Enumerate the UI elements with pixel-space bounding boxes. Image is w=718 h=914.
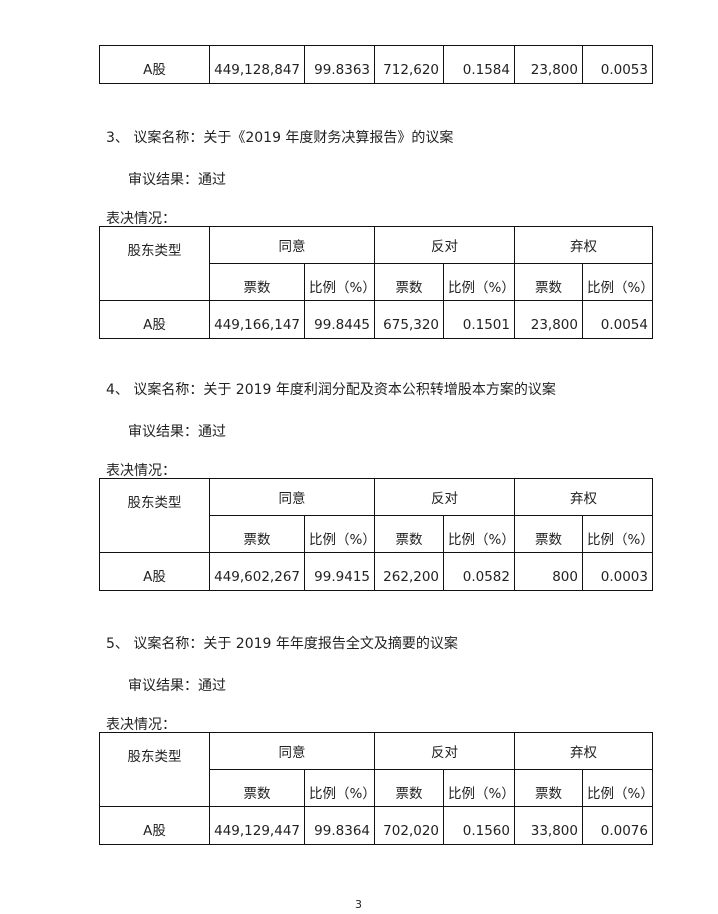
table-subheader-row: 票数 比例（%） 票数 比例（%） 票数 比例（%） (100, 263, 654, 301)
ratio-header: 比例（%） (304, 515, 376, 553)
against-votes-cell: 702,020 (374, 806, 444, 845)
agree-header: 同意 (209, 226, 375, 264)
ratio-header: 比例（%） (443, 263, 515, 301)
agree-votes-cell: 449,166,147 (209, 300, 305, 339)
table-header-row: 股东类型 同意 反对 弃权 (99, 732, 653, 807)
against-ratio-cell: 0.0582 (443, 552, 515, 591)
abstain-votes-cell: 800 (514, 552, 583, 591)
shareholder-type-cell: A股 (99, 806, 210, 845)
against-votes-cell: 262,200 (374, 552, 444, 591)
abstain-ratio-cell: 0.0054 (582, 300, 653, 339)
vote-table: 股东类型 同意 反对 弃权 票数 比例（%） 票数 比例（%） 票数 比例（%）… (99, 226, 654, 339)
abstain-header: 弃权 (514, 226, 653, 264)
vote-table: 股东类型 同意 反对 弃权 票数 比例（%） 票数 比例（%） 票数 比例（%）… (99, 732, 654, 845)
ratio-header: 比例（%） (304, 263, 376, 301)
votes-header: 票数 (514, 769, 583, 807)
against-ratio-cell: 0.1584 (443, 45, 515, 84)
abstain-votes-cell: 33,800 (514, 806, 583, 845)
proposal-title: 3、 议案名称：关于《2019 年度财务决算报告》的议案 (106, 130, 454, 146)
review-result: 审议结果：通过 (128, 424, 226, 440)
votes-header: 票数 (374, 515, 444, 553)
table-header-row: 股东类型 同意 反对 弃权 (99, 478, 653, 553)
abstain-header: 弃权 (514, 478, 653, 516)
ratio-header: 比例（%） (304, 769, 376, 807)
abstain-ratio-cell: 0.0003 (582, 552, 653, 591)
vote-label: 表决情况： (106, 463, 176, 479)
abstain-ratio-cell: 0.0053 (582, 45, 653, 84)
against-ratio-cell: 0.1501 (443, 300, 515, 339)
ratio-header: 比例（%） (582, 515, 654, 553)
agree-ratio-cell: 99.9415 (304, 552, 375, 591)
ratio-header: 比例（%） (582, 263, 654, 301)
against-votes-cell: 675,320 (374, 300, 444, 339)
agree-header: 同意 (209, 732, 375, 770)
against-header: 反对 (374, 732, 515, 770)
abstain-ratio-cell: 0.0076 (582, 806, 653, 845)
abstain-votes-cell: 23,800 (514, 45, 583, 84)
table-row: A股 449,602,267 99.9415 262,200 0.0582 80… (99, 552, 653, 591)
table-row: A股 449,166,147 99.8445 675,320 0.1501 23… (99, 300, 653, 339)
agree-header: 同意 (209, 478, 375, 516)
shareholder-type-header: 股东类型 (99, 226, 210, 301)
votes-header: 票数 (374, 769, 444, 807)
proposal-title: 5、 议案名称：关于 2019 年年度报告全文及摘要的议案 (106, 636, 458, 652)
review-result: 审议结果：通过 (128, 172, 226, 188)
ratio-header: 比例（%） (443, 769, 515, 807)
proposal-title: 4、 议案名称：关于 2019 年度利润分配及资本公积转增股本方案的议案 (106, 382, 556, 398)
agree-ratio-cell: 99.8364 (304, 806, 375, 845)
agree-votes-cell: 449,602,267 (209, 552, 305, 591)
votes-header: 票数 (514, 263, 583, 301)
ratio-header: 比例（%） (443, 515, 515, 553)
abstain-header: 弃权 (514, 732, 653, 770)
vote-table: 股东类型 同意 反对 弃权 票数 比例（%） 票数 比例（%） 票数 比例（%）… (99, 478, 654, 591)
votes-header: 票数 (514, 515, 583, 553)
table-row: A股 449,129,447 99.8364 702,020 0.1560 33… (99, 806, 653, 845)
against-header: 反对 (374, 478, 515, 516)
against-ratio-cell: 0.1560 (443, 806, 515, 845)
ratio-header: 比例（%） (582, 769, 654, 807)
against-votes-cell: 712,620 (374, 45, 444, 84)
table-subheader-row: 票数 比例（%） 票数 比例（%） 票数 比例（%） (100, 769, 654, 807)
votes-header: 票数 (209, 769, 305, 807)
votes-header: 票数 (209, 515, 305, 553)
shareholder-type-cell: A股 (99, 552, 210, 591)
vote-table-2-tail: A股 449,128,847 99.8363 712,620 0.1584 23… (99, 45, 653, 84)
agree-ratio-cell: 99.8445 (304, 300, 375, 339)
agree-votes-cell: 449,129,447 (209, 806, 305, 845)
against-header: 反对 (374, 226, 515, 264)
shareholder-type-cell: A股 (99, 300, 210, 339)
agree-ratio-cell: 99.8363 (304, 45, 375, 84)
agree-votes-cell: 449,128,847 (209, 45, 305, 84)
votes-header: 票数 (374, 263, 444, 301)
vote-label: 表决情况： (106, 211, 176, 227)
vote-label: 表决情况： (106, 717, 176, 733)
shareholder-type-header: 股东类型 (99, 732, 210, 807)
table-row: A股 449,128,847 99.8363 712,620 0.1584 23… (99, 45, 653, 84)
page-number: 3 (355, 898, 362, 911)
shareholder-type-header: 股东类型 (99, 478, 210, 553)
table-header-row: 股东类型 同意 反对 弃权 (99, 226, 653, 301)
shareholder-type-cell: A股 (99, 45, 210, 84)
votes-header: 票数 (209, 263, 305, 301)
table-subheader-row: 票数 比例（%） 票数 比例（%） 票数 比例（%） (100, 515, 654, 553)
abstain-votes-cell: 23,800 (514, 300, 583, 339)
review-result: 审议结果：通过 (128, 678, 226, 694)
